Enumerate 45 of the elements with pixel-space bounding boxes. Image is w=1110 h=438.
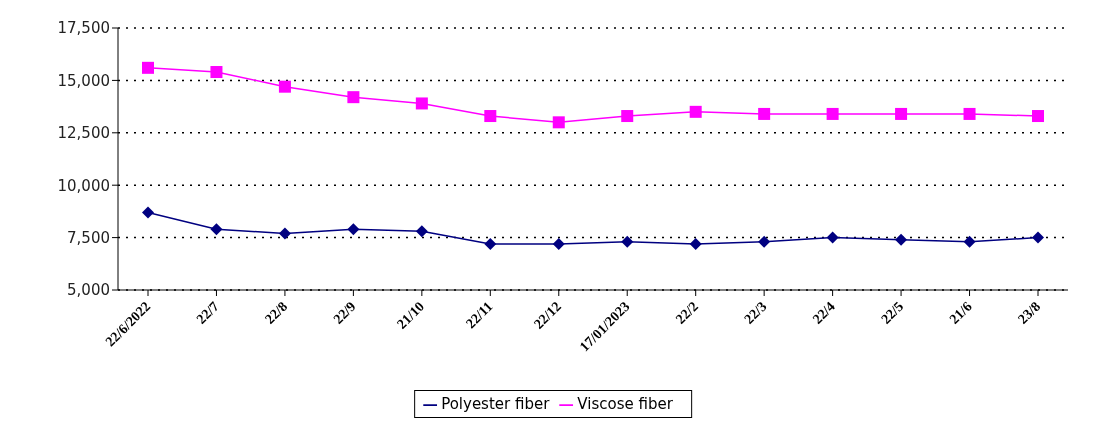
point [552, 237, 565, 250]
point [895, 107, 908, 120]
x-tick-label: 22/7 [193, 298, 222, 327]
point [347, 223, 360, 236]
point [689, 237, 702, 250]
point [689, 105, 702, 118]
point [210, 223, 223, 236]
point [963, 235, 976, 248]
x-tick-label: 23/8 [1015, 298, 1044, 327]
point [758, 235, 771, 248]
point [826, 231, 839, 244]
x-tick-label: 22/9 [330, 298, 359, 327]
x-tick-label: 22/4 [809, 298, 838, 327]
point [895, 233, 908, 246]
point [758, 107, 771, 120]
point [142, 61, 154, 74]
point [1032, 110, 1044, 123]
point [963, 107, 976, 120]
x-tick-label: 22/2 [672, 298, 701, 327]
point [621, 110, 634, 123]
legend-label: Viscose fiber [577, 395, 673, 413]
point [415, 97, 428, 110]
x-tick-label: 22/3 [741, 298, 770, 327]
point [278, 227, 291, 240]
x-tick-label: 22/5 [878, 298, 907, 327]
point [415, 225, 428, 238]
x-tick-label: 22/8 [262, 298, 291, 327]
y-tick-label: 7,500 [67, 228, 110, 247]
point [347, 91, 360, 104]
point [210, 66, 223, 79]
point [621, 235, 634, 248]
y-tick-label: 10,000 [57, 176, 110, 195]
y-tick-label: 15,000 [57, 71, 110, 90]
point [826, 107, 839, 120]
y-tick-label: 17,500 [57, 19, 110, 38]
x-tick-label: 21/6 [946, 298, 975, 327]
point [552, 116, 565, 129]
point [1032, 231, 1044, 244]
legend-label: Polyester fiber [441, 395, 550, 413]
point [278, 80, 291, 93]
y-tick-label: 5,000 [67, 281, 110, 300]
y-tick-label: 12,500 [57, 124, 110, 143]
point [142, 206, 154, 219]
point [484, 237, 497, 250]
point [484, 110, 497, 123]
